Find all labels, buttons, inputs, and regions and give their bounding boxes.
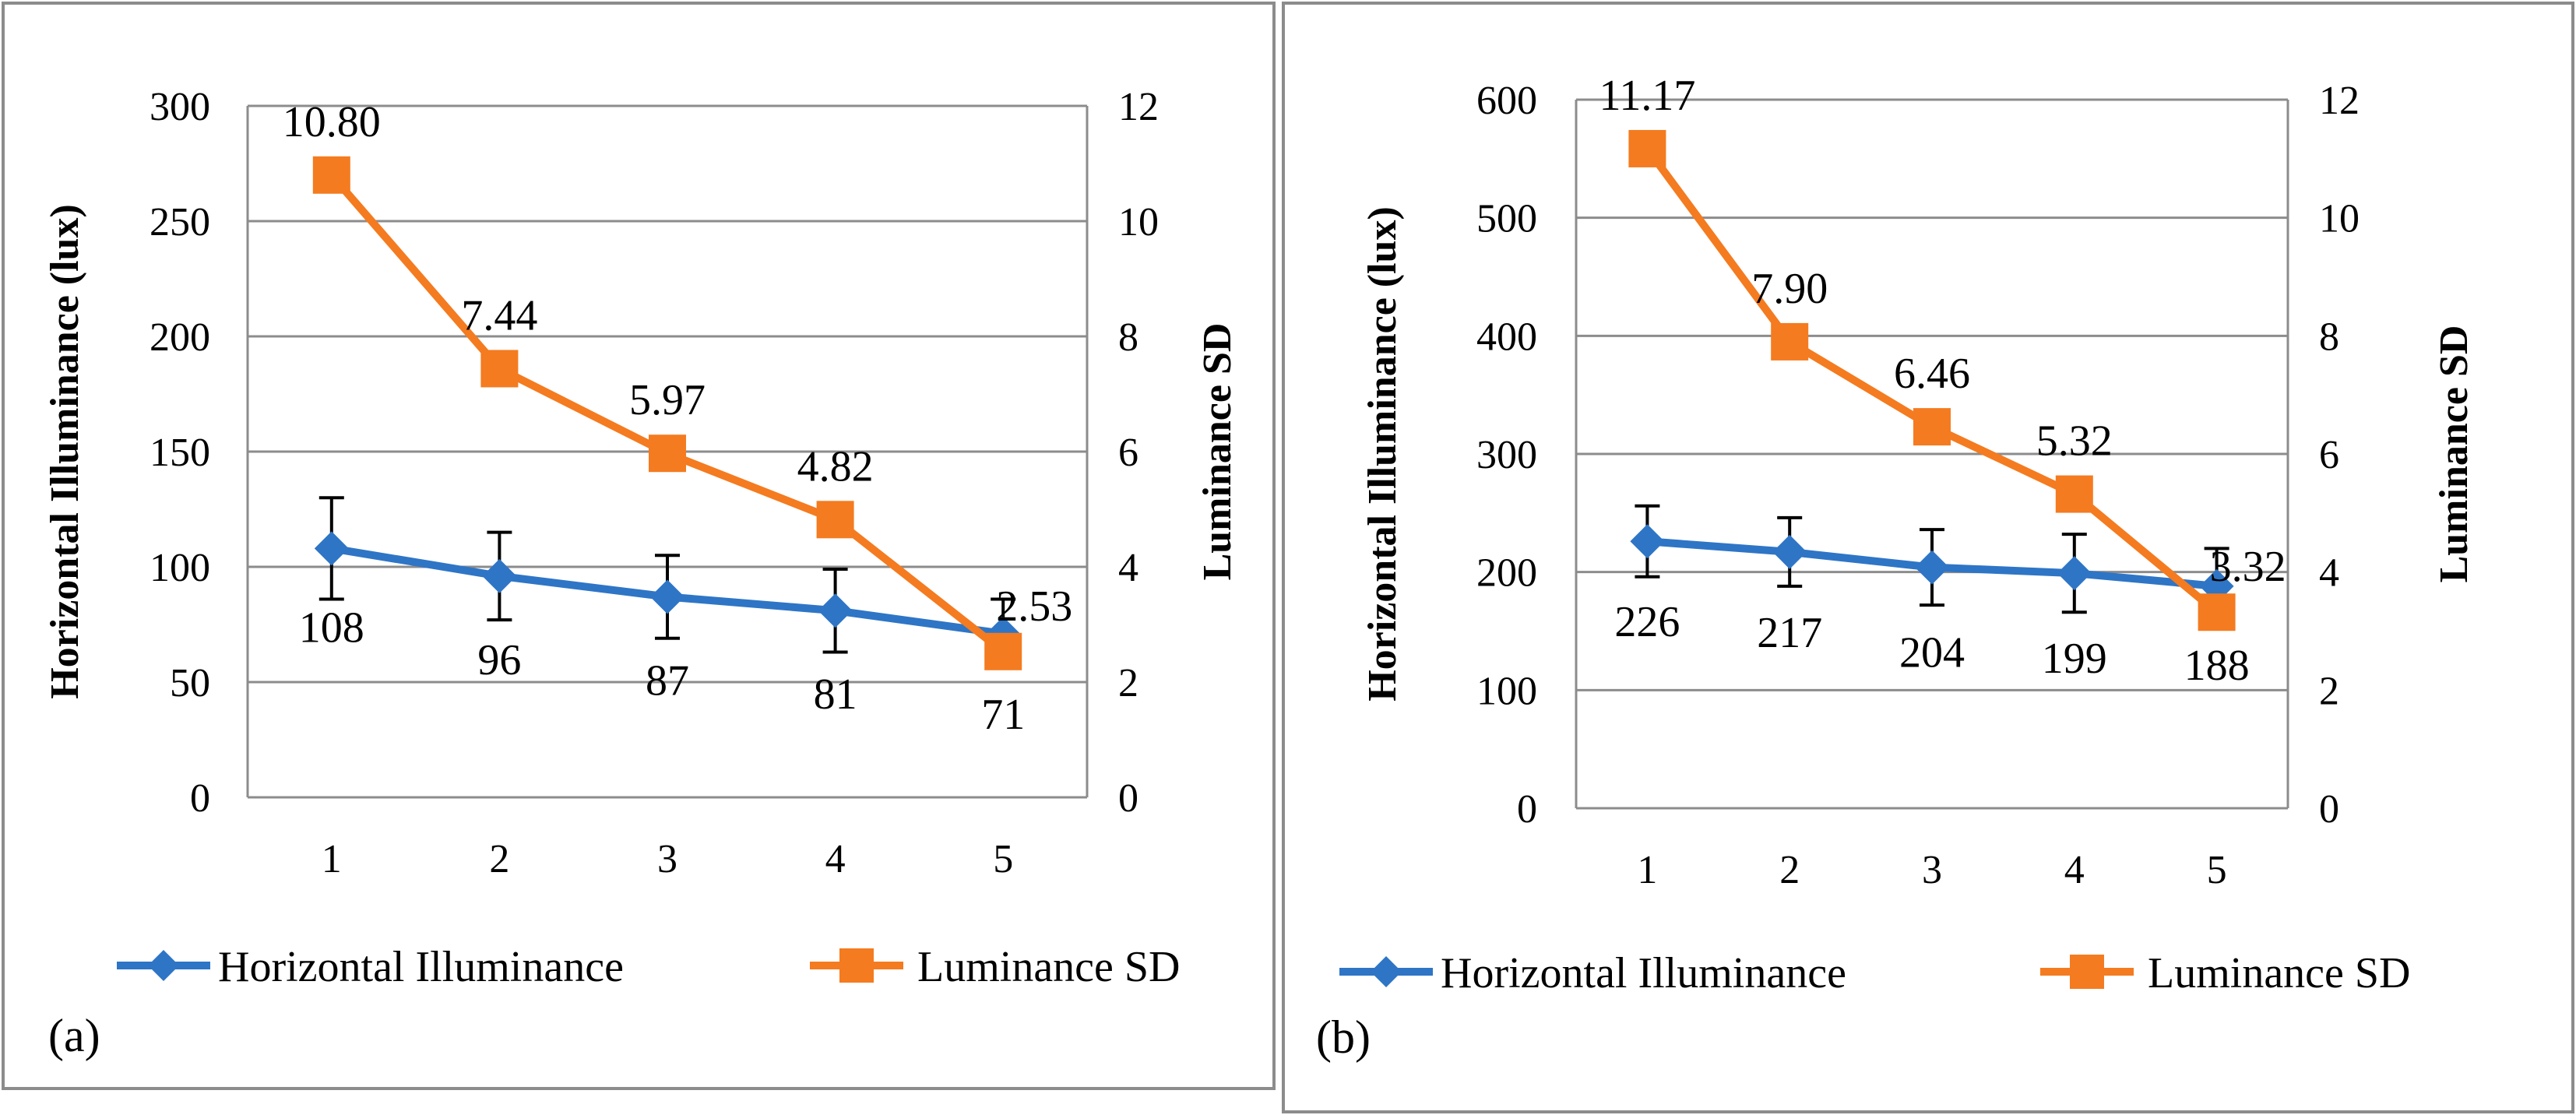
left-axis-tick-label: 100 [150, 546, 210, 590]
right-axis-tick-label: 12 [2319, 79, 2360, 123]
x-axis-tick-label: 5 [993, 837, 1013, 881]
data-label-horizontal-illuminance: 81 [814, 670, 857, 719]
data-label-horizontal-illuminance: 199 [2042, 635, 2107, 683]
data-label-horizontal-illuminance: 87 [646, 656, 689, 705]
left-axis-title: Horizontal Illuminance (lux) [1360, 206, 1405, 702]
data-point-horizontal-illuminance [818, 593, 853, 628]
data-point-luminance-sd [312, 156, 350, 194]
data-point-luminance-sd [1771, 322, 1809, 361]
data-point-horizontal-illuminance [314, 531, 349, 566]
data-label-horizontal-illuminance: 217 [1757, 609, 1822, 657]
right-axis-tick-label: 0 [1118, 776, 1138, 821]
data-label-luminance-sd: 6.46 [1894, 350, 1970, 398]
data-label-horizontal-illuminance: 226 [1614, 598, 1680, 646]
data-point-luminance-sd [816, 501, 854, 539]
right-axis-tick-label: 6 [2319, 433, 2339, 477]
data-point-horizontal-illuminance [1630, 524, 1665, 559]
data-label-horizontal-illuminance: 71 [981, 691, 1025, 739]
x-axis-tick-label: 2 [1779, 848, 1800, 892]
right-axis-tick-label: 12 [1118, 85, 1159, 129]
data-label-luminance-sd: 11.17 [1599, 72, 1695, 120]
data-label-luminance-sd: 3.32 [2210, 543, 2286, 591]
right-axis-tick-label: 10 [2319, 197, 2360, 241]
data-label-horizontal-illuminance: 108 [299, 603, 364, 652]
left-axis-tick-label: 0 [1517, 787, 1537, 832]
right-axis-tick-label: 8 [2319, 315, 2339, 359]
left-axis-tick-label: 300 [1476, 433, 1537, 477]
legend-marker-diamond [1371, 956, 1402, 987]
panel-label: (a) [48, 1010, 100, 1061]
legend-marker-diamond [148, 950, 179, 981]
data-label-horizontal-illuminance: 188 [2184, 642, 2250, 690]
right-axis-title: Luminance SD [2432, 325, 2476, 583]
right-axis-tick-label: 4 [2319, 551, 2339, 596]
left-axis-tick-label: 250 [150, 200, 210, 244]
data-point-horizontal-illuminance [650, 579, 684, 614]
data-point-horizontal-illuminance [2057, 556, 2092, 591]
x-axis-tick-label: 5 [2207, 848, 2227, 892]
legend-label-luminance-sd: Luminance SD [2148, 949, 2410, 997]
data-point-luminance-sd [1628, 129, 1666, 167]
data-point-luminance-sd [2055, 475, 2093, 513]
left-axis-tick-label: 300 [150, 85, 210, 129]
data-label-luminance-sd: 4.82 [797, 442, 874, 491]
data-point-luminance-sd [2198, 593, 2236, 631]
x-axis-tick-label: 1 [1637, 848, 1657, 892]
panel-border [1282, 2, 2574, 1113]
x-axis-tick-label: 1 [322, 837, 342, 881]
panel-border [2, 2, 1276, 1090]
data-point-horizontal-illuminance [1772, 534, 1807, 569]
data-label-luminance-sd: 2.53 [996, 582, 1072, 631]
data-label-horizontal-illuminance: 204 [1899, 629, 1965, 677]
left-axis-tick-label: 500 [1476, 197, 1537, 241]
x-axis-tick-label: 4 [2064, 848, 2085, 892]
data-point-luminance-sd [480, 350, 519, 388]
right-axis-tick-label: 0 [2319, 787, 2339, 832]
left-axis-tick-label: 200 [1476, 551, 1537, 596]
legend-label-luminance-sd: Luminance SD [917, 943, 1180, 991]
left-axis-tick-label: 50 [170, 661, 210, 705]
x-axis-tick-label: 2 [489, 837, 509, 881]
left-axis-tick-label: 600 [1476, 79, 1537, 123]
data-label-luminance-sd: 7.90 [1751, 265, 1828, 313]
left-axis-tick-label: 150 [150, 431, 210, 475]
panel-label: (b) [1316, 1011, 1371, 1063]
left-axis-tick-label: 200 [150, 315, 210, 360]
left-axis-tick-label: 400 [1476, 315, 1537, 359]
data-label-luminance-sd: 5.32 [2036, 417, 2113, 466]
right-axis-tick-label: 6 [1118, 431, 1138, 475]
data-point-luminance-sd [1913, 408, 1951, 446]
data-label-horizontal-illuminance: 96 [477, 636, 521, 684]
legend-marker-square [839, 948, 874, 983]
right-axis-tick-label: 2 [2319, 669, 2339, 713]
right-axis-title: Luminance SD [1195, 323, 1240, 581]
data-label-luminance-sd: 10.80 [283, 98, 381, 146]
x-axis-tick-label: 3 [657, 837, 677, 881]
data-label-luminance-sd: 7.44 [461, 291, 537, 339]
right-axis-tick-label: 2 [1118, 661, 1138, 705]
data-point-luminance-sd [984, 632, 1022, 670]
data-point-luminance-sd [649, 434, 686, 473]
right-axis-tick-label: 4 [1118, 546, 1138, 590]
data-point-horizontal-illuminance [1915, 550, 1949, 585]
data-point-horizontal-illuminance [482, 558, 517, 593]
left-axis-tick-label: 100 [1476, 669, 1537, 713]
data-label-luminance-sd: 5.97 [629, 376, 706, 424]
right-axis-tick-label: 10 [1118, 200, 1159, 244]
left-axis-tick-label: 0 [190, 776, 210, 821]
left-axis-title: Horizontal Illuminance (lux) [43, 204, 87, 699]
x-axis-tick-label: 3 [1922, 848, 1942, 892]
legend-label-horizontal-illuminance: Horizontal Illuminance [1441, 949, 1846, 997]
legend-label-horizontal-illuminance: Horizontal Illuminance [218, 943, 624, 991]
legend-marker-square [2070, 955, 2104, 989]
x-axis-tick-label: 4 [825, 837, 846, 881]
right-axis-tick-label: 8 [1118, 315, 1138, 360]
